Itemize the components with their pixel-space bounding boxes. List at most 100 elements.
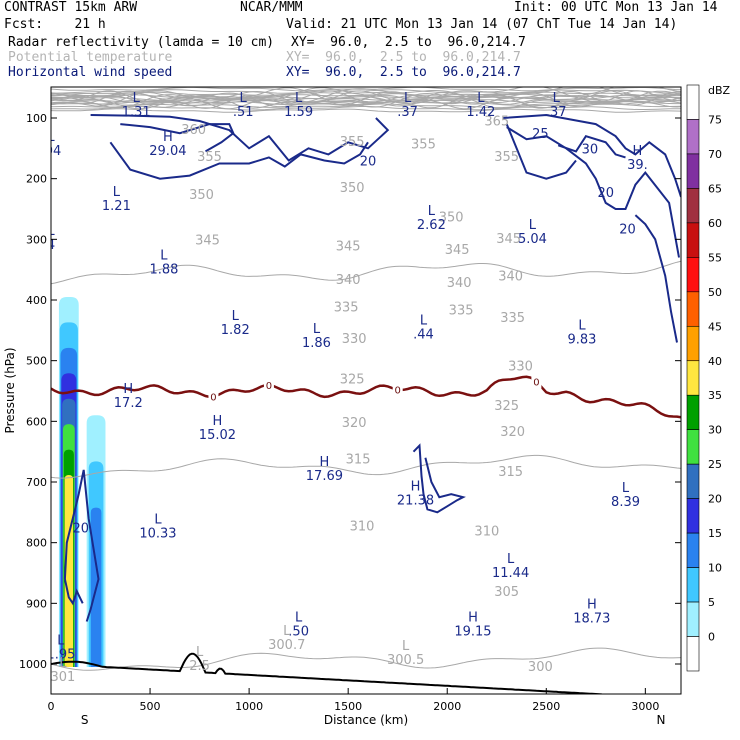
wind-extremum-value: .50 [288, 625, 309, 640]
wind-extremum-value: 8.39 [611, 495, 640, 510]
colorbar-tick-label: 25 [708, 458, 722, 471]
theta-contour-360 [51, 94, 681, 105]
theta-contour-label: 355 [494, 150, 519, 165]
wind-contour-6 [505, 123, 577, 180]
theta-contour-strat [51, 93, 681, 99]
wind-extremum-value: 39. [627, 158, 648, 173]
colorbar-tick-label: 50 [708, 286, 722, 299]
freezing-level-line [51, 375, 681, 419]
theta-extremum-value: 2.5 [189, 659, 210, 674]
wind-extremum-marker: H [587, 597, 597, 612]
wind-extremum-value: 1.59 [284, 105, 313, 120]
wind-extremum-value: 11.44 [492, 566, 529, 581]
colorbar-tick-label: 40 [708, 355, 722, 368]
endpoint-north: N [657, 713, 666, 727]
theta-extremum-value: 300.5 [387, 653, 424, 668]
wind-extremum-marker: L [295, 91, 303, 106]
colorbar-box-top [686, 84, 700, 120]
wind-extremum-value: 15.02 [199, 428, 236, 443]
colorbar-tick-label: 75 [708, 113, 722, 126]
wind-extremum-marker: L [553, 91, 561, 106]
forecast-hour: Fcst: 21 h [4, 17, 106, 32]
wind-contour-label: 25 [532, 127, 549, 142]
field-wind-xy: XY= 96.0, 2.5 to 96.0,214.7 [286, 65, 521, 80]
y-tick-label: 600 [26, 415, 47, 428]
wind-extremum-marker: L [160, 249, 168, 264]
y-tick-label: 300 [26, 233, 47, 246]
annotation-layer: 360 365 355 355 355 355 350 350 350 345 345 345 345 3… [47, 91, 648, 685]
y-tick-label: 100 [26, 112, 47, 125]
theta-contour-layer [51, 87, 681, 671]
wind-extremum-marker: H [633, 144, 643, 159]
theta-contour-label: 315 [346, 452, 371, 467]
freezing-level-label-3: 0 [533, 378, 539, 389]
wind-extremum-value: .37 [397, 105, 418, 120]
x-tick-label: 1500 [334, 700, 362, 713]
colorbar-swatch [686, 257, 700, 293]
wind-contour-2 [109, 141, 369, 180]
wind-extremum-marker: L [622, 481, 630, 496]
theta-extremum-marker: L [196, 645, 204, 660]
wind-extremum-value: 1.42 [466, 105, 495, 120]
colorbar-swatch [686, 360, 700, 396]
theta-contour-label: 355 [197, 150, 222, 165]
wind-extremum-value: .51 [233, 105, 254, 120]
colorbar-tick-label: 65 [708, 182, 722, 195]
freezing-level-layer: 0 0 0 0 [51, 375, 681, 419]
wind-extremum-marker: L [420, 313, 428, 328]
wind-extremum-marker: L [295, 611, 303, 626]
y-tick-label: 200 [26, 173, 47, 186]
valid-time: Valid: 21 UTC Mon 13 Jan 14 (07 ChT Tue … [286, 17, 678, 32]
wind-extremum-value: 2.62 [417, 218, 446, 233]
model-title: CONTRAST 15km ARW [4, 0, 138, 15]
colorbar-tick-label: 55 [708, 251, 722, 264]
colorbar-swatch [686, 291, 700, 327]
wind-extremum-value: .44 [413, 327, 434, 342]
colorbar-swatch [686, 636, 700, 672]
theta-contour-300 [51, 647, 681, 671]
wind-extremum-value: 1.88 [149, 263, 178, 278]
wind-contour-10 [63, 578, 84, 606]
colorbar-tick-label: 5 [708, 596, 715, 609]
wind-extremum-marker: L [428, 204, 436, 219]
theta-contour-340 [51, 90, 681, 110]
colorbar-tick-label: 15 [708, 527, 722, 540]
colorbar-swatch [686, 601, 700, 637]
theta-contour-label: 365 [484, 114, 509, 129]
wind-contour-7 [634, 214, 678, 343]
theta-contour-strat [51, 105, 681, 111]
freezing-label-bg [208, 391, 219, 404]
colorbar-swatch [686, 567, 700, 603]
wind-extremum-value: 1.86 [302, 336, 331, 351]
theta-contour-label: 310 [474, 525, 499, 540]
colorbar-swatch [686, 119, 700, 155]
wind-contour-label: 20 [619, 222, 636, 237]
wind-extremum-marker: L [507, 552, 515, 567]
wind-extremum-marker: L [477, 91, 485, 106]
wind-contour-label: 20 [72, 522, 89, 537]
colorbar-swatch [686, 498, 700, 534]
freezing-level-label-0: 0 [210, 393, 216, 404]
wind-extremum-value: 17.2 [114, 396, 143, 411]
wind-extremum-value: 5.04 [518, 232, 547, 247]
colorbar-tick-label: 30 [708, 424, 722, 437]
theta-contour-label: 345 [336, 239, 361, 254]
theta-contour-label: 320 [342, 416, 367, 431]
freezing-level-label-2: 0 [395, 386, 401, 397]
wind-extremum-value: 18.73 [573, 611, 610, 626]
theta-extremum-marker: L [59, 656, 67, 671]
theta-contour-label: 350 [439, 210, 464, 225]
theta-contour-strat [51, 98, 681, 104]
colorbar-swatch [686, 188, 700, 224]
x-tick-label: 1000 [235, 700, 263, 713]
wind-extremum-marker: L [240, 91, 248, 106]
colorbar-unit: dBZ [708, 84, 731, 97]
theta-extremum-value: 301 [50, 670, 75, 685]
colorbar-swatch [686, 532, 700, 568]
theta-contour-strat [51, 89, 681, 94]
wind-extremum-marker: L [47, 224, 55, 239]
colorbar-swatch [686, 394, 700, 431]
wind-contour-label: 20 [597, 186, 614, 201]
x-tick-label: 3000 [631, 700, 659, 713]
colorbar-swatch [686, 222, 700, 258]
